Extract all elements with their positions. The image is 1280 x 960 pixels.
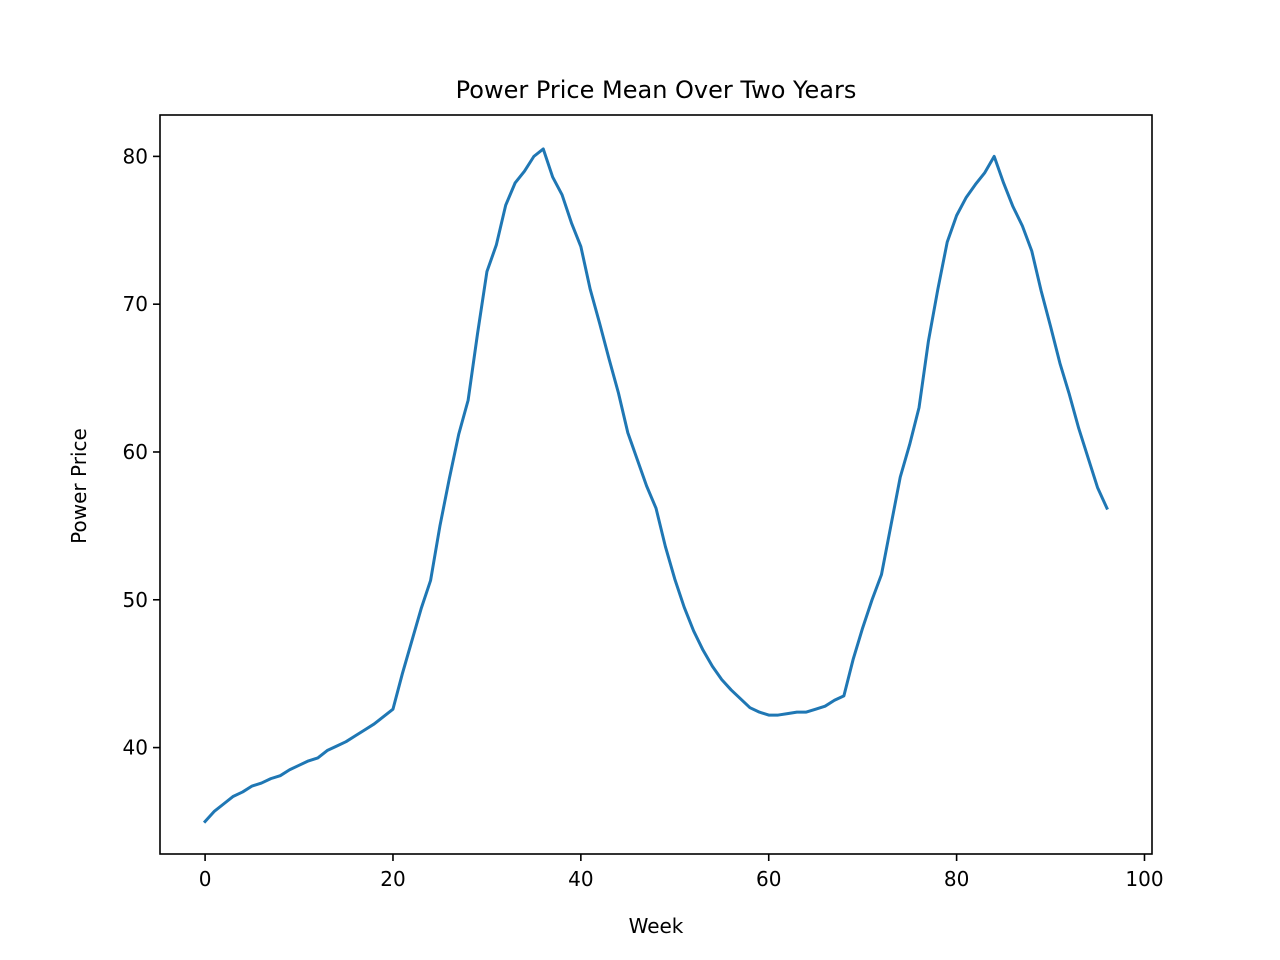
- x-tick-label: 0: [199, 867, 212, 891]
- y-tick-label: 50: [123, 588, 148, 612]
- y-axis-label: Power Price: [67, 428, 91, 544]
- y-tick-label: 80: [123, 144, 148, 168]
- plot-frame: [159, 114, 1153, 855]
- y-tick-label: 70: [123, 292, 148, 316]
- x-tick-label: 100: [1125, 867, 1163, 891]
- series-line-0: [202, 147, 1109, 824]
- chart-title: Power Price Mean Over Two Years: [456, 76, 857, 104]
- y-tick-label: 40: [123, 736, 148, 760]
- y-tick-label: 60: [123, 440, 148, 464]
- x-tick-label: 60: [756, 867, 781, 891]
- plot-area: [202, 147, 1109, 824]
- x-tick-label: 80: [944, 867, 969, 891]
- x-axis: 0 20 40 60 80 100: [199, 854, 1164, 891]
- x-tick-label: 20: [380, 867, 405, 891]
- y-axis: 40 50 60 70 80: [123, 144, 160, 760]
- x-tick-label: 40: [568, 867, 593, 891]
- x-axis-label: Week: [629, 914, 684, 938]
